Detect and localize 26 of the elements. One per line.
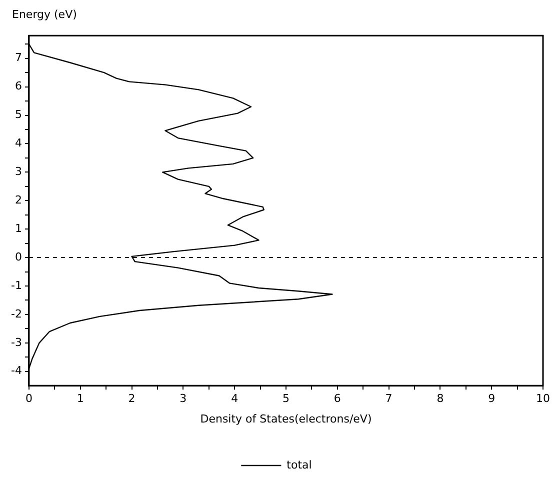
y-tick-label: -4 — [11, 364, 22, 378]
x-tick-label: 2 — [128, 392, 136, 406]
x-tick-label: 10 — [536, 392, 550, 406]
x-tick-label: 5 — [282, 392, 290, 406]
x-tick-label: 9 — [488, 392, 496, 406]
x-tick-label: 8 — [436, 392, 444, 406]
y-tick-label: -2 — [11, 307, 22, 320]
x-tick-label: 6 — [334, 392, 341, 406]
legend-label: total — [286, 458, 312, 472]
y-tick-label: 0 — [14, 250, 22, 264]
x-tick-label: 4 — [231, 392, 238, 406]
y-tick-label: -1 — [11, 278, 22, 292]
y-tick-label: -3 — [11, 336, 22, 349]
x-tick-label: 7 — [385, 392, 392, 406]
x-tick-label: 3 — [180, 392, 187, 406]
x-axis-title: Density of States(electrons/eV) — [200, 412, 372, 426]
y-tick-label: 3 — [14, 165, 22, 178]
y-tick-label: 5 — [14, 108, 22, 122]
y-axis-title: Energy (eV) — [11, 8, 78, 23]
y-tick-label: 1 — [14, 222, 22, 235]
y-tick-label: 6 — [14, 80, 22, 93]
y-tick-label: 7 — [14, 51, 22, 64]
x-tick-label: 0 — [25, 392, 32, 406]
x-tick-label: 1 — [76, 392, 84, 406]
y-tick-label: 4 — [14, 136, 22, 150]
y-tick-label: 2 — [14, 194, 22, 206]
